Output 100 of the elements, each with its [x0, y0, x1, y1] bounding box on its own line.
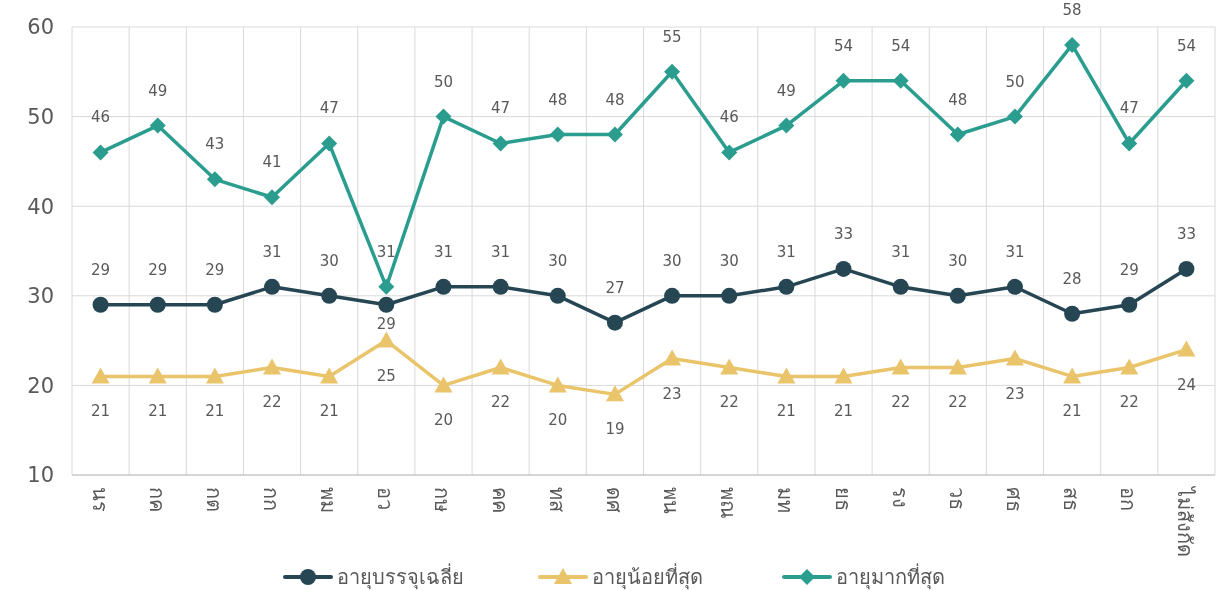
- point: [721, 144, 738, 161]
- point: [777, 367, 796, 384]
- x-tick-label: กษ: [430, 487, 455, 512]
- point: [206, 171, 223, 188]
- data-label: 27: [605, 278, 625, 297]
- point: [91, 367, 110, 384]
- point: [321, 287, 338, 304]
- point: [435, 108, 452, 125]
- data-label: 29: [1119, 260, 1139, 279]
- data-label: 22: [891, 393, 911, 412]
- point: [1177, 340, 1196, 357]
- data-label: 21: [319, 402, 339, 421]
- x-tick-label: คค: [487, 487, 512, 513]
- x-tick-label: ดศ: [601, 487, 626, 513]
- data-label: 22: [262, 393, 282, 412]
- point: [264, 278, 281, 295]
- data-label: 21: [205, 402, 225, 421]
- point: [206, 296, 223, 313]
- x-tick-label: สธ: [1059, 487, 1084, 511]
- data-label: 29: [205, 260, 225, 279]
- point: [378, 296, 395, 313]
- data-label: 23: [1005, 384, 1025, 403]
- data-label: 31: [376, 242, 396, 261]
- point: [721, 287, 738, 304]
- x-tick-label: พม: [316, 487, 341, 513]
- x-tick-label: อว: [373, 487, 398, 510]
- data-label: 31: [433, 242, 454, 261]
- point: [664, 63, 681, 80]
- data-label: 30: [319, 251, 339, 270]
- data-label: 46: [91, 108, 111, 127]
- data-label: 22: [719, 393, 739, 412]
- data-label: 24: [1176, 375, 1196, 394]
- point: [1121, 135, 1138, 152]
- data-label: 31: [1005, 242, 1025, 261]
- point: [549, 126, 566, 143]
- data-label: 54: [1176, 36, 1196, 55]
- data-label: 50: [1005, 72, 1025, 91]
- legend-label: อายุบรรจุเฉลี่ย: [337, 563, 464, 590]
- point: [205, 367, 224, 384]
- y-tick-label: 40: [27, 194, 54, 219]
- point: [1063, 367, 1082, 384]
- point: [1006, 278, 1023, 295]
- data-label: 19: [605, 420, 625, 439]
- data-label: 58: [1062, 0, 1082, 19]
- point: [492, 135, 509, 152]
- point: [92, 296, 109, 313]
- data-label: 20: [433, 411, 454, 430]
- point: [1121, 296, 1138, 313]
- x-tick-label: กก: [259, 487, 284, 511]
- data-label: 54: [891, 36, 911, 55]
- point: [949, 287, 966, 304]
- point: [149, 296, 166, 313]
- data-label: 21: [1062, 402, 1082, 421]
- data-label: 31: [891, 242, 911, 261]
- data-label: 47: [319, 99, 339, 118]
- point: [949, 126, 966, 143]
- x-tick-label: รง: [887, 487, 912, 508]
- point: [148, 367, 167, 384]
- data-label: 47: [491, 99, 511, 118]
- point: [263, 358, 282, 375]
- data-label: 29: [376, 314, 396, 333]
- point: [606, 314, 623, 331]
- point: [605, 385, 624, 402]
- data-label: 48: [605, 90, 625, 109]
- data-label: 54: [833, 36, 854, 55]
- data-label: 29: [148, 260, 168, 279]
- data-label: 30: [719, 251, 739, 270]
- point: [434, 376, 453, 393]
- point: [1178, 260, 1195, 277]
- point: [948, 358, 967, 375]
- x-tick-label: ไม่สังกัด: [1173, 485, 1198, 557]
- y-tick-label: 20: [27, 373, 54, 398]
- x-tick-label: มท: [773, 487, 798, 513]
- x-tick-label: พน: [659, 487, 684, 514]
- data-label: 50: [433, 72, 454, 91]
- point: [835, 260, 852, 277]
- x-tick-label: ทส: [544, 487, 569, 512]
- data-label: 49: [776, 81, 796, 100]
- data-label: 20: [548, 411, 568, 430]
- data-label: 21: [776, 402, 796, 421]
- point: [664, 287, 681, 304]
- point: [891, 358, 910, 375]
- data-label: 21: [148, 402, 168, 421]
- legend-label: อายุน้อยที่สุด: [592, 563, 703, 590]
- point: [835, 72, 852, 89]
- point: [378, 278, 395, 295]
- point: [892, 72, 909, 89]
- data-label: 49: [148, 81, 168, 100]
- point: [149, 117, 166, 134]
- y-tick-label: 50: [27, 104, 54, 129]
- data-label: 31: [262, 242, 282, 261]
- point: [892, 278, 909, 295]
- point: [264, 189, 281, 206]
- x-tick-label: นร: [87, 487, 112, 512]
- data-label: 46: [719, 108, 739, 127]
- legend-label: อายุมากที่สุด: [836, 563, 945, 590]
- data-label: 48: [548, 90, 568, 109]
- point: [778, 278, 795, 295]
- x-tick-label: กต: [201, 487, 226, 512]
- point: [549, 287, 566, 304]
